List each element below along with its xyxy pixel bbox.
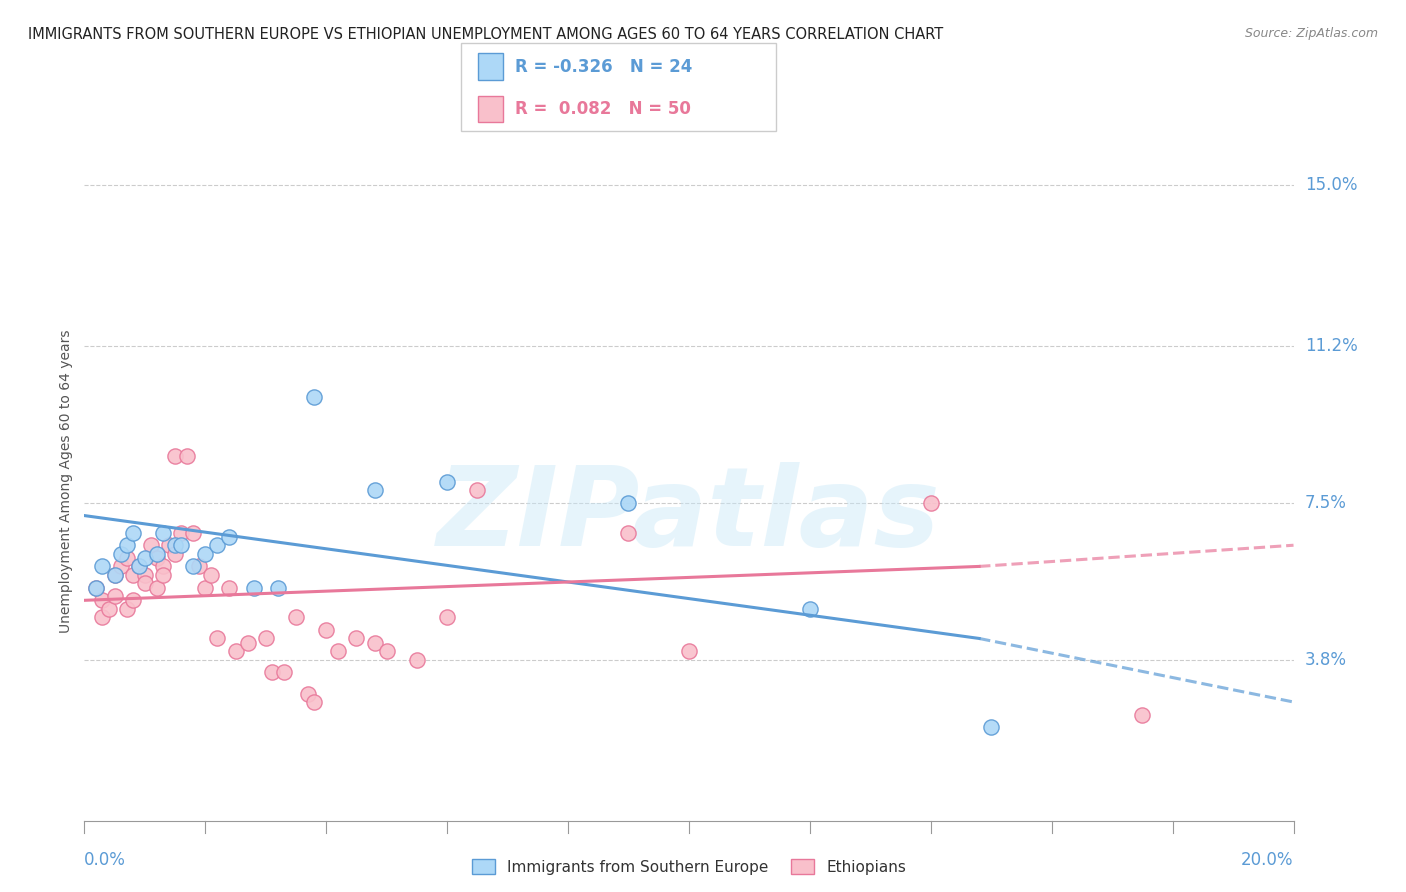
- Point: [181, 525, 204, 540]
- Text: IMMIGRANTS FROM SOUTHERN EUROPE VS ETHIOPIAN UNEMPLOYMENT AMONG AGES 60 TO 64 YE: IMMIGRANTS FROM SOUTHERN EUROPE VS ETHIO…: [28, 27, 943, 42]
- Point: [980, 721, 1002, 735]
- Point: [207, 632, 229, 646]
- Text: ZIPatlas: ZIPatlas: [437, 462, 941, 569]
- Point: [1130, 707, 1153, 722]
- Text: 7.5%: 7.5%: [1305, 494, 1347, 512]
- Point: [163, 450, 186, 464]
- Point: [920, 496, 942, 510]
- Point: [242, 581, 264, 595]
- Point: [236, 635, 259, 649]
- Point: [302, 695, 325, 709]
- Point: [91, 593, 114, 607]
- Point: [86, 581, 108, 595]
- Point: [157, 538, 180, 552]
- Point: [188, 559, 211, 574]
- Point: [128, 559, 150, 574]
- Point: [146, 550, 169, 566]
- Point: [254, 632, 277, 646]
- Point: [104, 568, 127, 582]
- Point: [436, 475, 458, 489]
- Point: [104, 568, 127, 582]
- Point: [218, 581, 240, 595]
- Point: [194, 547, 217, 561]
- Text: 11.2%: 11.2%: [1305, 337, 1357, 355]
- Point: [163, 547, 186, 561]
- Point: [134, 576, 156, 591]
- Point: [104, 589, 127, 603]
- Text: R = -0.326   N = 24: R = -0.326 N = 24: [515, 58, 692, 76]
- Point: [146, 581, 169, 595]
- Point: [678, 644, 700, 658]
- Point: [170, 538, 193, 552]
- Point: [115, 601, 138, 615]
- Legend: Immigrants from Southern Europe, Ethiopians: Immigrants from Southern Europe, Ethiopi…: [465, 853, 912, 880]
- Text: 20.0%: 20.0%: [1241, 851, 1294, 869]
- Point: [146, 547, 169, 561]
- Point: [110, 559, 132, 574]
- Text: Source: ZipAtlas.com: Source: ZipAtlas.com: [1244, 27, 1378, 40]
- Point: [467, 483, 489, 498]
- Point: [267, 581, 290, 595]
- Text: 3.8%: 3.8%: [1305, 650, 1347, 669]
- Point: [315, 623, 337, 637]
- Point: [134, 550, 156, 566]
- Point: [121, 593, 143, 607]
- Point: [218, 530, 240, 544]
- Point: [617, 525, 640, 540]
- Text: R =  0.082   N = 50: R = 0.082 N = 50: [515, 100, 690, 118]
- Point: [346, 632, 368, 646]
- Text: 15.0%: 15.0%: [1305, 176, 1357, 194]
- Point: [86, 581, 108, 595]
- Point: [260, 665, 283, 680]
- Point: [363, 635, 385, 649]
- Point: [200, 568, 222, 582]
- Point: [121, 568, 143, 582]
- Point: [207, 538, 229, 552]
- Point: [617, 496, 640, 510]
- Point: [297, 687, 319, 701]
- Point: [152, 568, 174, 582]
- Point: [115, 550, 138, 566]
- Point: [152, 559, 174, 574]
- Point: [97, 601, 120, 615]
- Text: 0.0%: 0.0%: [84, 851, 127, 869]
- Point: [436, 610, 458, 624]
- Point: [91, 610, 114, 624]
- Point: [406, 653, 429, 667]
- Point: [163, 538, 186, 552]
- Point: [328, 644, 350, 658]
- Point: [363, 483, 385, 498]
- Point: [302, 390, 325, 404]
- Point: [139, 538, 162, 552]
- Point: [128, 559, 150, 574]
- Point: [225, 644, 247, 658]
- Point: [273, 665, 295, 680]
- Point: [181, 559, 204, 574]
- Y-axis label: Unemployment Among Ages 60 to 64 years: Unemployment Among Ages 60 to 64 years: [59, 330, 73, 633]
- Point: [170, 525, 193, 540]
- Point: [152, 525, 174, 540]
- Point: [121, 525, 143, 540]
- Point: [799, 601, 821, 615]
- Point: [110, 547, 132, 561]
- Point: [176, 450, 198, 464]
- Point: [134, 568, 156, 582]
- Point: [284, 610, 308, 624]
- Point: [115, 538, 138, 552]
- Point: [375, 644, 398, 658]
- Point: [194, 581, 217, 595]
- Point: [91, 559, 114, 574]
